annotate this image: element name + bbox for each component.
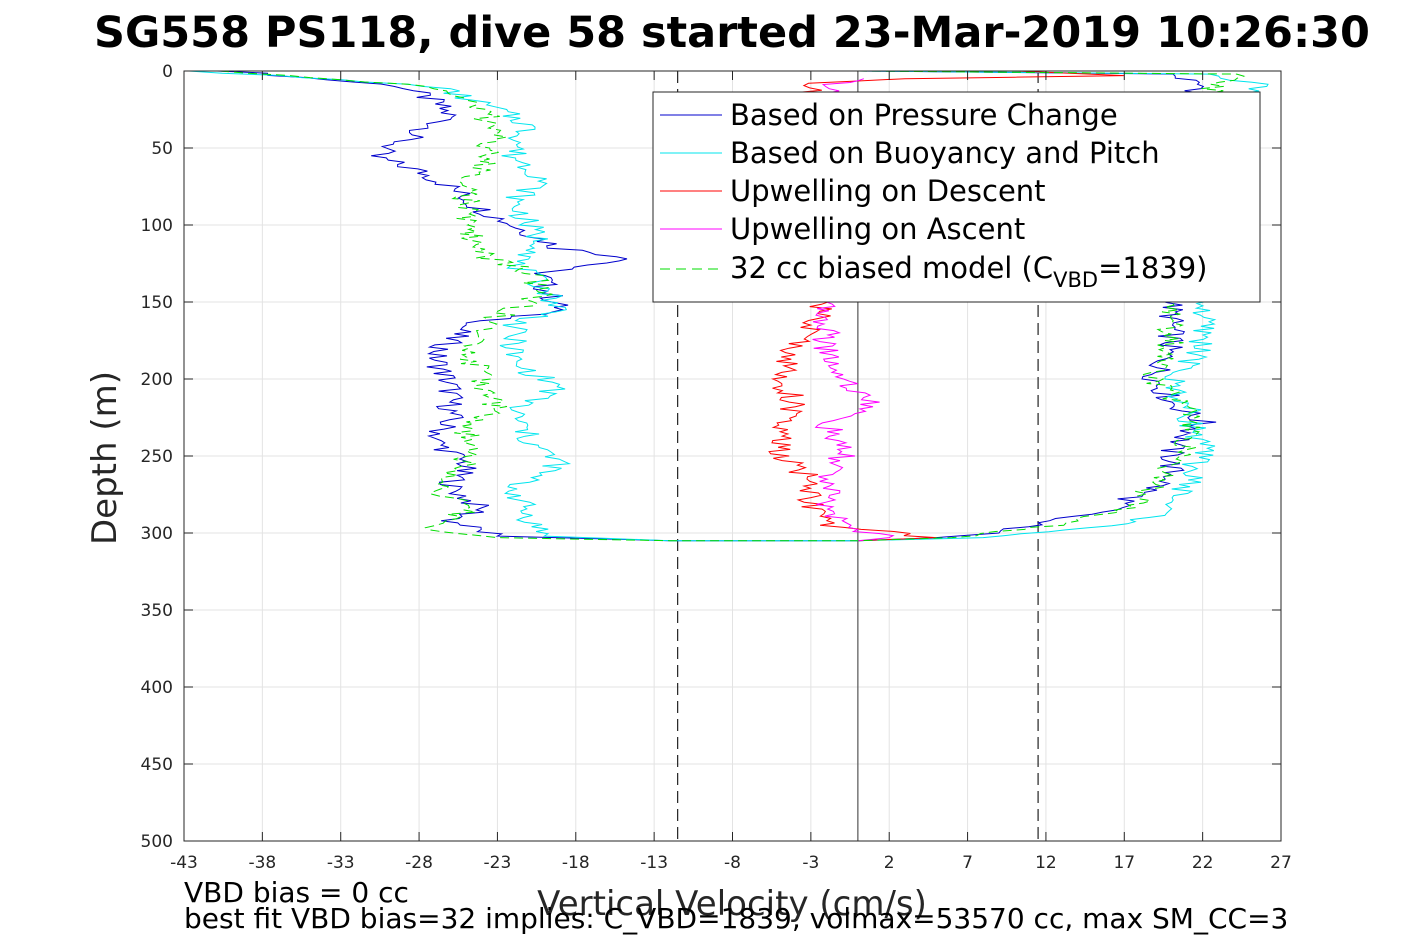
legend-box	[652, 91, 1261, 303]
series-line-2	[188, 71, 858, 542]
chart-title: SG558 PS118, dive 58 started 23-Mar-2019…	[94, 8, 1370, 58]
x-tick-label: -3	[802, 853, 819, 873]
x-tick-label: 27	[1270, 853, 1292, 873]
legend-label-buoyancy: Based on Buoyancy and Pitch	[730, 136, 1160, 170]
y-axis-label: Depth (m)	[85, 371, 125, 545]
y-tick-label: 450	[141, 755, 173, 775]
x-tick-label: -33	[327, 853, 355, 873]
y-tick-label: 0	[162, 62, 173, 82]
x-tick-label: 7	[962, 853, 973, 873]
y-tick-label: 350	[141, 601, 173, 621]
axis-ticks: -43 -38 -33 -28 -23 -18 -13 -8 -3 2 7 12 17 22 2705010…	[141, 62, 1292, 873]
x-tick-label: -28	[405, 853, 433, 873]
y-tick-label: 50	[151, 139, 173, 159]
series-line-5	[220, 71, 858, 542]
series-line-1	[216, 71, 858, 542]
x-tick-label: 2	[884, 853, 895, 873]
legend-label-descent: Upwelling on Descent	[730, 174, 1046, 208]
y-tick-label: 100	[141, 216, 173, 236]
x-tick-label: -13	[640, 853, 668, 873]
y-tick-label: 150	[141, 293, 173, 313]
legend-label-ascent: Upwelling on Ascent	[730, 212, 1025, 246]
x-axis-label: Vertical Velocity (cm/s)	[537, 884, 927, 924]
y-tick-label: 500	[141, 832, 173, 852]
legend-label-pressure: Based on Pressure Change	[730, 98, 1118, 132]
x-tick-label: 22	[1192, 853, 1214, 873]
x-tick-label: -8	[724, 853, 741, 873]
note-best-fit: best fit VBD bias=32 implies: C_VBD=1839…	[184, 902, 1288, 935]
y-tick-label: 200	[141, 370, 173, 390]
x-tick-label: -18	[562, 853, 590, 873]
y-tick-label: 400	[141, 678, 173, 698]
y-tick-label: 300	[141, 524, 173, 544]
x-tick-label: -23	[484, 853, 512, 873]
legend-label-model: 32 cc biased model (CVBD=1839)	[730, 251, 1208, 292]
x-tick-label: -43	[170, 853, 198, 873]
x-tick-label: -38	[248, 853, 276, 873]
x-tick-label: 12	[1035, 853, 1057, 873]
note-vbd-bias: VBD bias = 0 cc	[184, 876, 409, 909]
legend: Based on Pressure Change Based on Buoyan…	[652, 91, 1261, 303]
y-tick-label: 250	[141, 447, 173, 467]
x-tick-label: 17	[1113, 853, 1135, 873]
